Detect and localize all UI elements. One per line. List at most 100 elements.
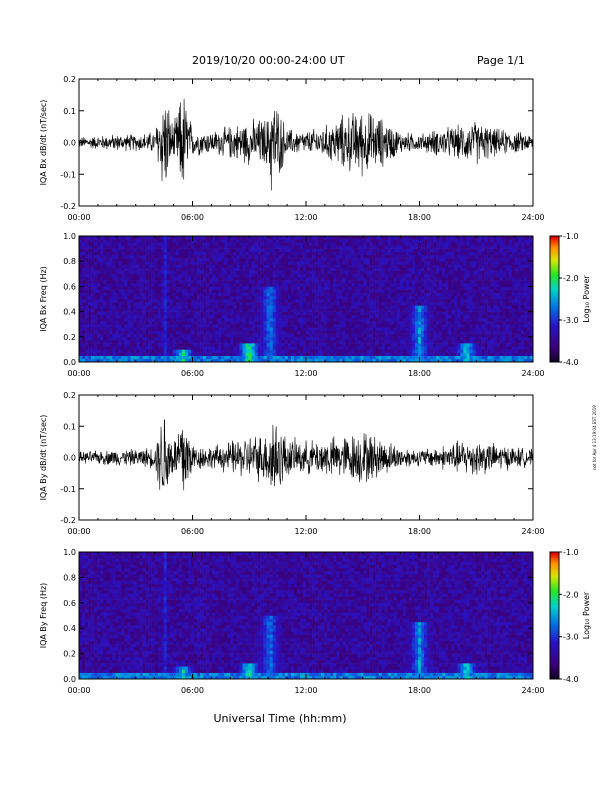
heatmap-cell — [393, 286, 398, 290]
heatmap-cell — [94, 343, 98, 347]
heatmap-cell — [127, 273, 131, 278]
heatmap-cell — [445, 333, 449, 338]
heatmap-cell — [411, 254, 416, 259]
heatmap-cell — [439, 317, 443, 322]
heatmap-cell — [178, 283, 183, 287]
heatmap-cell — [402, 308, 407, 312]
heatmap-cell — [200, 311, 204, 316]
heatmap-cell — [215, 264, 219, 268]
heatmap-cell — [363, 343, 367, 347]
heatmap-cell — [85, 248, 89, 253]
heatmap-cell — [160, 305, 165, 309]
heatmap-cell — [290, 305, 295, 309]
heatmap-cell — [302, 321, 307, 325]
heatmap-cell — [414, 242, 419, 246]
heatmap-cell — [139, 339, 143, 344]
heatmap-cell — [248, 248, 252, 253]
heatmap-cell — [363, 258, 367, 262]
heatmap-cell — [342, 327, 346, 331]
heatmap-cell — [348, 305, 352, 309]
heatmap-cell — [408, 245, 413, 249]
heatmap-cell — [408, 299, 413, 303]
heatmap-cell — [387, 339, 392, 344]
heatmap-cell — [318, 330, 322, 334]
heatmap-cell — [257, 299, 261, 303]
heatmap-cell — [278, 245, 283, 249]
heatmap-cell — [224, 280, 228, 284]
heatmap-cell — [324, 258, 328, 262]
heatmap-cell — [414, 248, 419, 253]
heatmap-cell — [145, 317, 149, 322]
heatmap-cell — [203, 333, 207, 338]
heatmap-cell — [82, 305, 86, 309]
heatmap-cell — [278, 270, 283, 275]
heatmap-cell — [251, 330, 255, 334]
heatmap-cell — [278, 289, 283, 293]
heatmap-cell — [203, 273, 207, 278]
heatmap-cell — [399, 258, 404, 262]
heatmap-cell — [381, 308, 385, 312]
heatmap-cell — [333, 264, 337, 268]
heatmap-cell — [439, 261, 443, 265]
heatmap-cell — [200, 245, 204, 249]
heatmap-cell — [239, 258, 243, 262]
heatmap-cell — [169, 273, 174, 278]
heatmap-cell — [269, 333, 274, 338]
heatmap-cell — [236, 261, 240, 265]
heatmap-cell — [215, 292, 219, 297]
heatmap-cell — [348, 352, 352, 356]
heatmap-cell — [142, 346, 146, 350]
heatmap-cell — [100, 289, 104, 293]
heatmap-cell — [309, 317, 313, 322]
heatmap-cell — [118, 330, 122, 334]
heatmap-cell — [321, 339, 325, 344]
heatmap-cell — [106, 251, 110, 256]
heatmap-cell — [239, 355, 243, 360]
heatmap-cell — [190, 267, 195, 271]
heatmap-cell — [200, 305, 204, 309]
heatmap-cell — [424, 343, 428, 347]
heatmap-cell — [333, 308, 337, 312]
heatmap-cell — [130, 333, 134, 338]
heatmap-cell — [181, 289, 186, 293]
heatmap-cell — [169, 295, 174, 300]
heatmap-cell — [160, 283, 165, 287]
heatmap-cell — [272, 258, 277, 262]
heatmap-cell — [106, 242, 110, 246]
heatmap-cell — [94, 267, 98, 271]
heatmap-cell — [178, 236, 183, 240]
heatmap-cell — [411, 333, 416, 338]
heatmap-cell — [94, 299, 98, 303]
heatmap-cell — [408, 355, 413, 360]
heatmap-cell — [181, 261, 186, 265]
heatmap-cell — [357, 314, 361, 319]
heatmap-cell — [405, 295, 410, 300]
heatmap-cell — [221, 239, 225, 243]
heatmap-cell — [197, 295, 201, 300]
heatmap-cell — [88, 317, 92, 322]
heatmap-cell — [115, 343, 119, 347]
heatmap-cell — [242, 352, 246, 356]
heatmap-cell — [318, 349, 322, 353]
heatmap-cell — [427, 270, 431, 275]
heatmap-cell — [360, 355, 364, 360]
heatmap-cell — [360, 336, 364, 341]
heatmap-cell — [124, 327, 128, 331]
heatmap-cell — [333, 283, 337, 287]
heatmap-cell — [366, 236, 370, 240]
heatmap-cell — [163, 343, 168, 347]
heatmap-cell — [197, 302, 201, 306]
heatmap-cell — [393, 305, 398, 309]
heatmap-cell — [405, 245, 410, 249]
heatmap-cell — [248, 321, 252, 325]
heatmap-cell — [327, 358, 331, 363]
heatmap-cell — [439, 324, 443, 328]
heatmap-cell — [351, 258, 355, 262]
heatmap-cell — [257, 295, 261, 300]
heatmap-cell — [112, 258, 116, 262]
heatmap-cell — [100, 321, 104, 325]
heatmap-cell — [187, 286, 192, 290]
heatmap-cell — [433, 308, 437, 312]
heatmap-cell — [133, 302, 137, 306]
heatmap-cell — [321, 324, 325, 328]
